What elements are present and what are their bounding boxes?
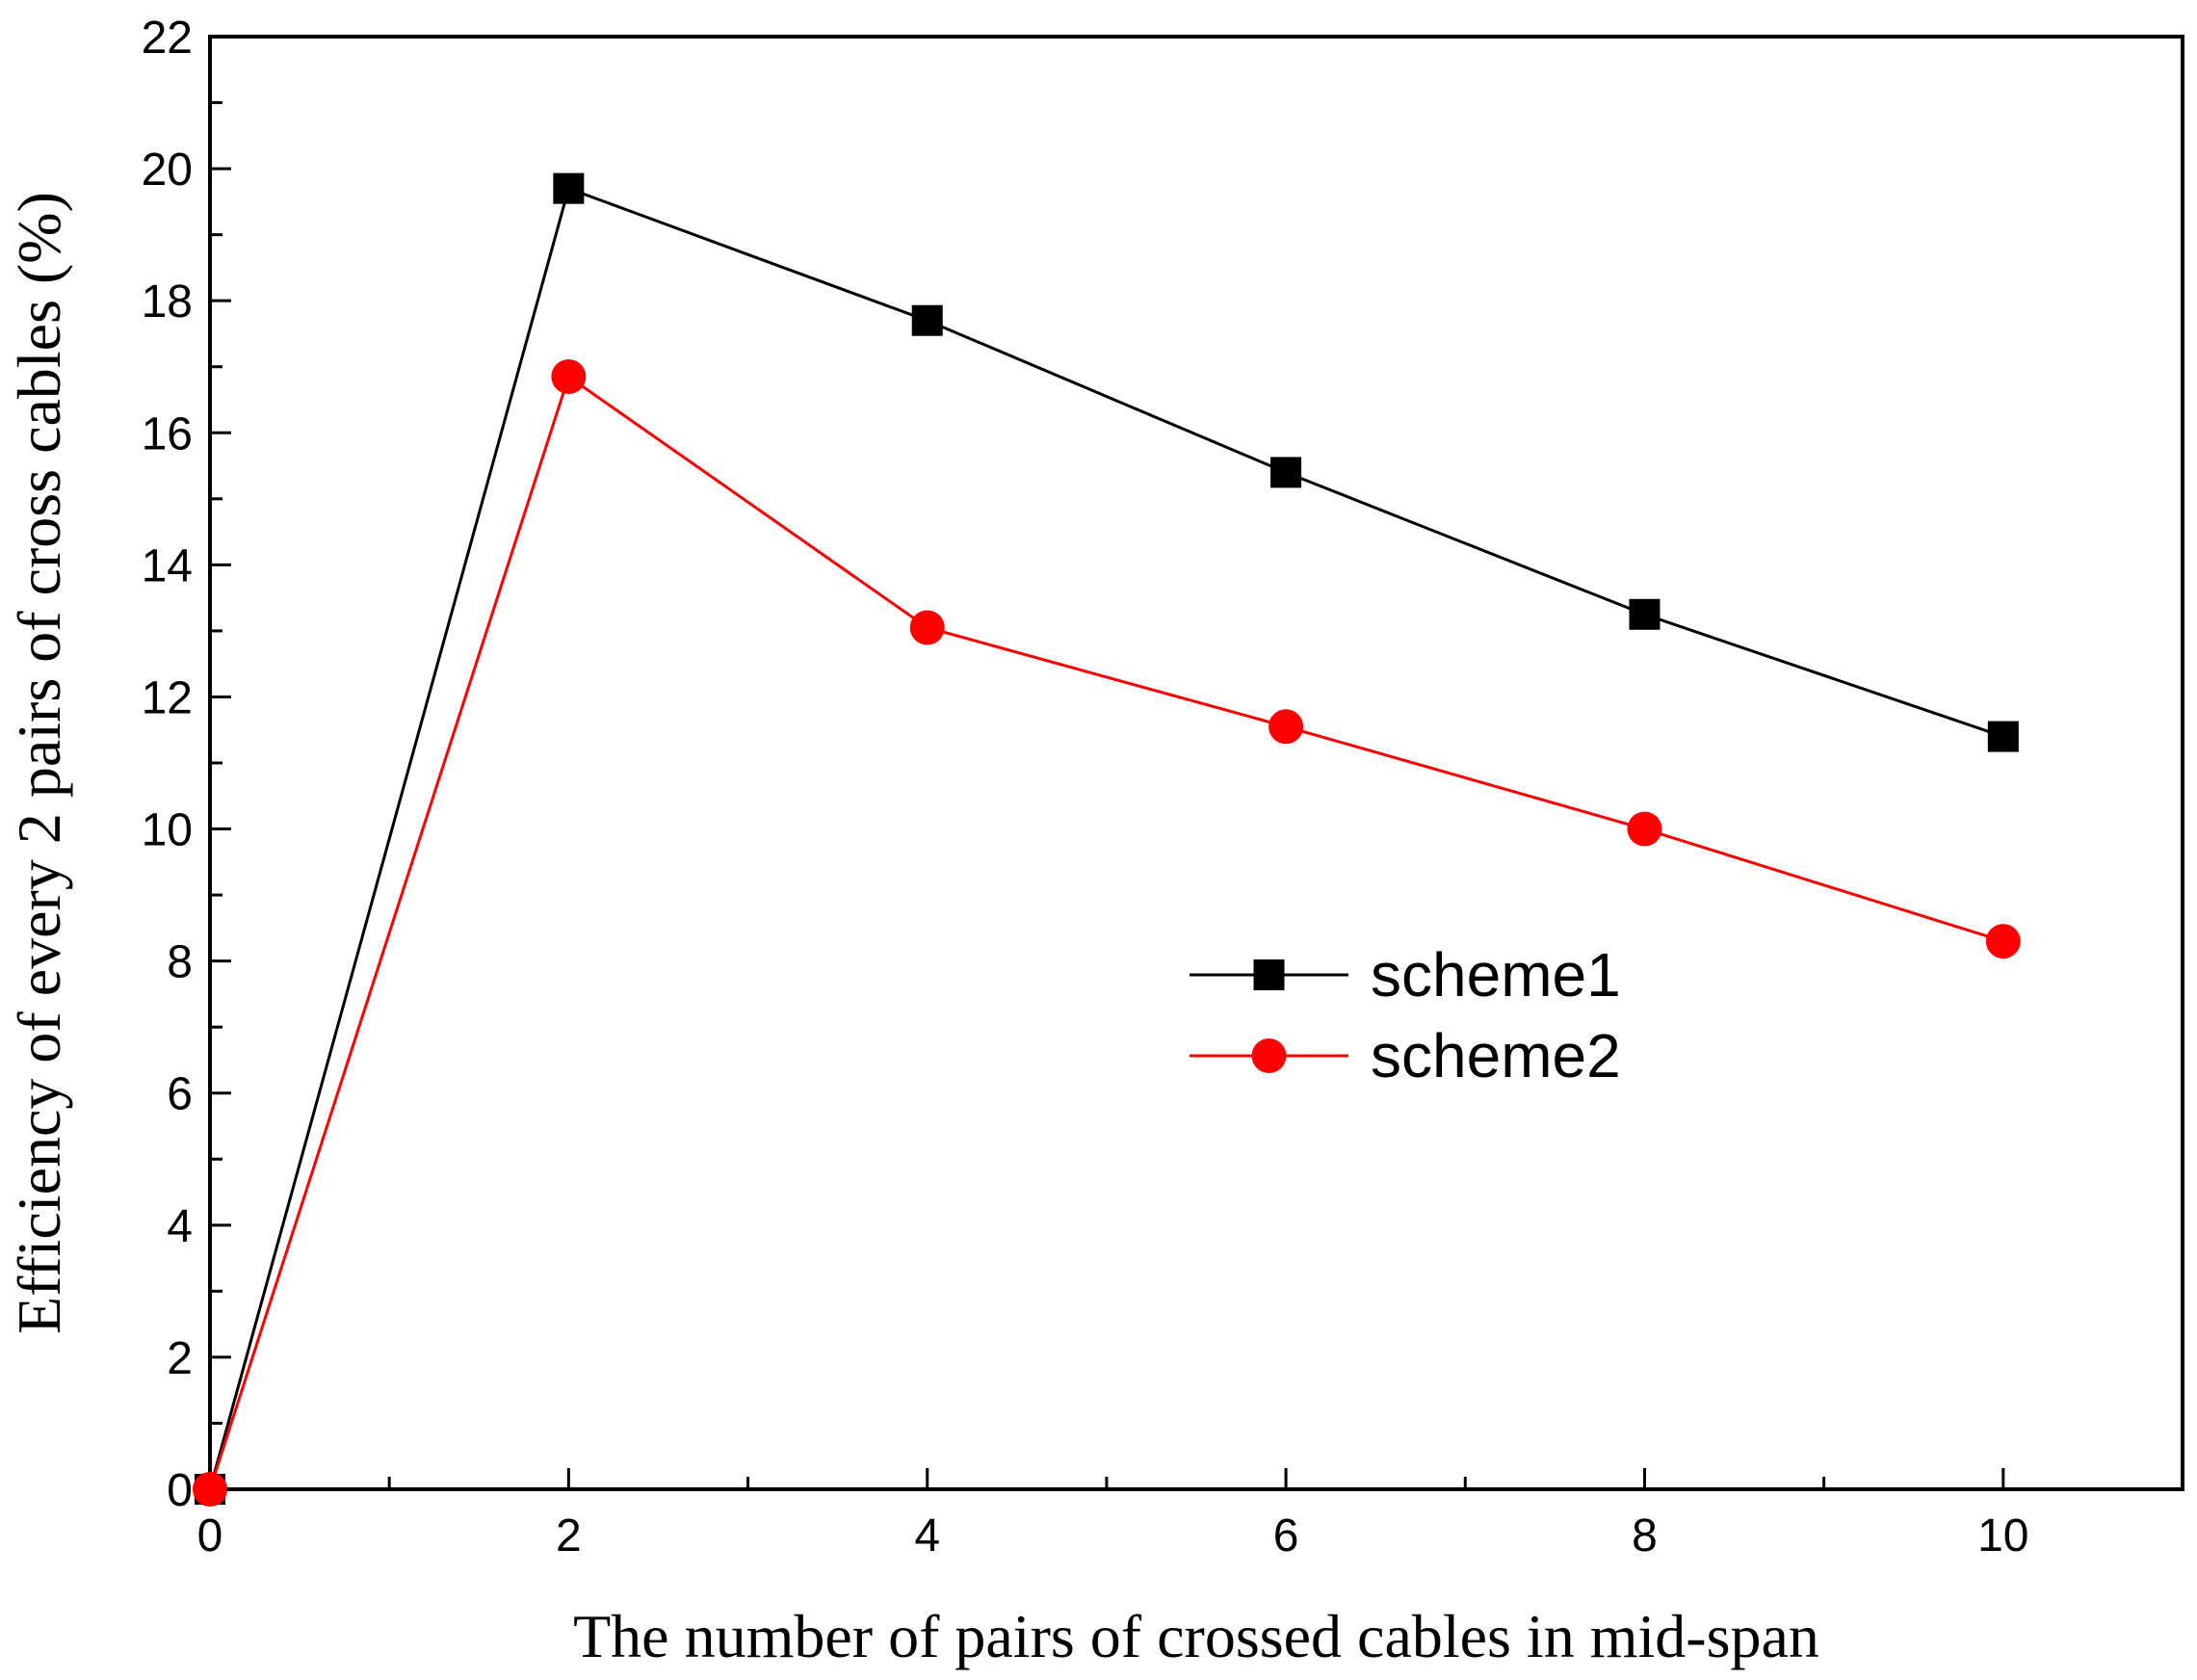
x-tick-label: 6 [1273, 1510, 1299, 1562]
scheme2-point [193, 1472, 227, 1507]
scheme1-point [911, 304, 943, 336]
legend-swatch-marker [1251, 1038, 1287, 1073]
legend: scheme1 scheme2 [1190, 940, 1621, 1090]
scheme1-point [553, 172, 585, 204]
y-tick-label: 16 [142, 408, 193, 459]
y-tick-label: 2 [167, 1333, 193, 1384]
axis-tick-labels: 0 2 4 6 8 10 12 14 16 18 20 22 0 2 4 6 8 10 [142, 13, 2029, 1562]
scheme2-point [909, 610, 945, 645]
y-tick-label: 22 [142, 13, 193, 64]
x-tick-label: 2 [556, 1510, 582, 1562]
legend-item-scheme1: scheme1 [1190, 940, 1621, 1010]
scheme1-point [1987, 721, 2019, 752]
scheme1-line [208, 186, 2004, 1490]
x-tick-label: 8 [1632, 1510, 1658, 1562]
legend-item-scheme2: scheme2 [1190, 1021, 1621, 1090]
y-tick-label: 12 [142, 672, 193, 723]
y-tick-label: 14 [142, 540, 193, 591]
y-tick-label: 18 [142, 276, 193, 328]
y-tick-label: 10 [142, 805, 193, 856]
scheme1-point [1270, 457, 1302, 488]
scheme2-point [1269, 709, 1304, 745]
y-tick-label: 0 [167, 1465, 193, 1516]
scheme2-point [1627, 811, 1662, 847]
x-tick-label: 0 [197, 1510, 223, 1562]
scheme1-point [1629, 598, 1661, 630]
x-tick-label: 4 [914, 1510, 940, 1562]
scheme2-line [208, 374, 2004, 1490]
series-scheme2 [193, 359, 2021, 1507]
x-axis-title: The number of pairs of crossed cables in… [573, 1602, 1819, 1670]
scheme2-point [551, 359, 587, 395]
y-tick-label: 8 [167, 937, 193, 988]
legend-label: scheme1 [1371, 940, 1621, 1010]
y-axis-title: Efficiency of every 2 pairs of cross cab… [5, 192, 73, 1334]
y-tick-label: 4 [167, 1201, 193, 1252]
series-scheme1 [195, 172, 2019, 1505]
series-layer [193, 172, 2021, 1507]
plot-area-frame [208, 35, 2184, 1491]
legend-label: scheme2 [1371, 1021, 1621, 1090]
axis-ticks [208, 35, 2184, 1491]
y-tick-label: 6 [167, 1069, 193, 1120]
x-tick-label: 10 [1977, 1510, 2028, 1562]
scheme2-point [1985, 924, 2021, 959]
legend-swatch-marker [1253, 959, 1285, 990]
y-tick-label: 20 [142, 144, 193, 196]
